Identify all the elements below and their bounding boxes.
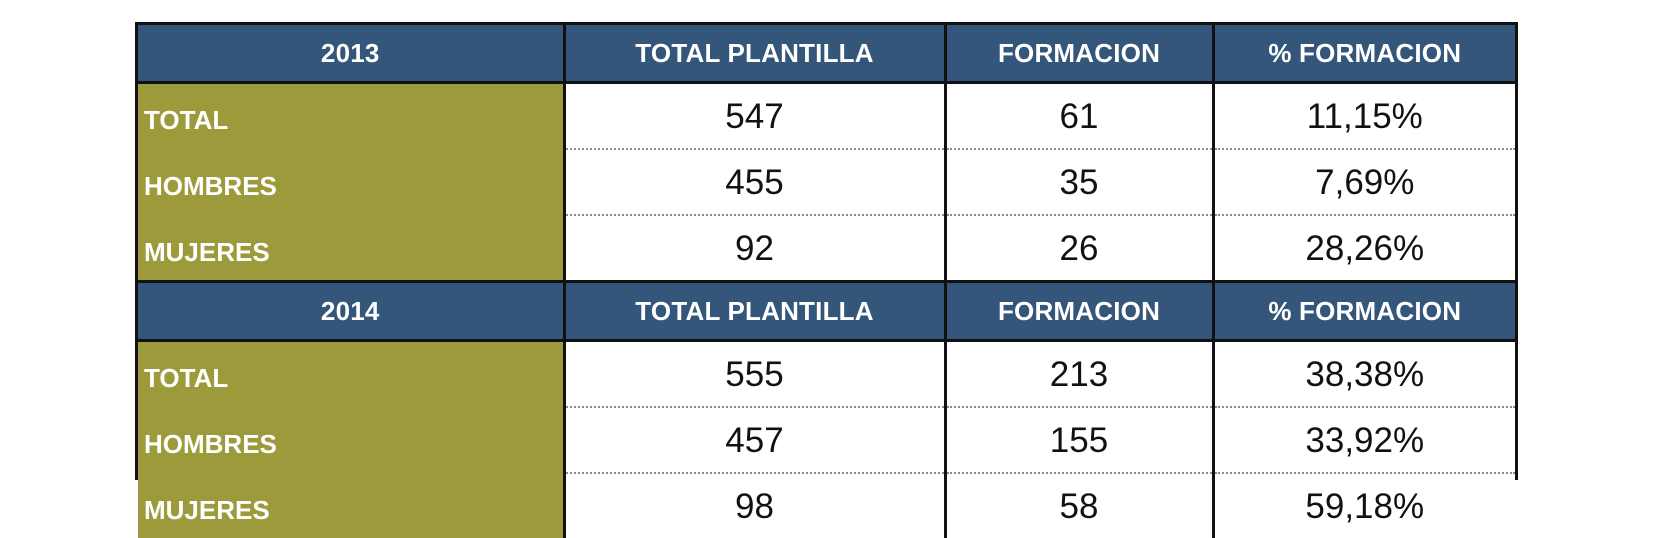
column-header-formacion: FORMACION [943,25,1213,84]
row-label-hombres: HOMBRES [138,149,564,216]
cell-formacion: 155 [943,407,1213,474]
table-row: TOTAL 547 61 11,15% [138,82,1515,150]
header-row-2014: 2014 TOTAL PLANTILLA FORMACION % FORMACI… [138,280,1515,342]
cell-total-plantilla: 555 [562,340,945,408]
table-row: MUJERES 92 26 28,26% [138,215,1515,282]
table-row: TOTAL 555 213 38,38% [138,340,1515,408]
cell-pct-formacion: 33,92% [1211,407,1515,474]
column-header-pct-formacion: % FORMACION [1211,25,1515,84]
row-label-mujeres: MUJERES [138,215,564,282]
row-label-hombres: HOMBRES [138,407,564,474]
cell-pct-formacion: 11,15% [1211,82,1515,150]
year-header: 2013 [138,25,564,84]
cell-total-plantilla: 547 [562,82,945,150]
training-stats-table: 2013 TOTAL PLANTILLA FORMACION % FORMACI… [138,25,1515,538]
cell-formacion: 58 [943,473,1213,538]
table-row: MUJERES 98 58 59,18% [138,473,1515,538]
cell-formacion: 61 [943,82,1213,150]
cell-pct-formacion: 28,26% [1211,215,1515,282]
column-header-formacion: FORMACION [943,280,1213,342]
table-row: HOMBRES 455 35 7,69% [138,149,1515,216]
row-label-total: TOTAL [138,82,564,150]
column-header-total-plantilla: TOTAL PLANTILLA [562,280,945,342]
header-row-2013: 2013 TOTAL PLANTILLA FORMACION % FORMACI… [138,25,1515,84]
cell-total-plantilla: 455 [562,149,945,216]
cell-formacion: 213 [943,340,1213,408]
column-header-total-plantilla: TOTAL PLANTILLA [562,25,945,84]
cell-total-plantilla: 457 [562,407,945,474]
cell-total-plantilla: 98 [562,473,945,538]
cell-pct-formacion: 38,38% [1211,340,1515,408]
row-label-total: TOTAL [138,340,564,408]
training-stats-table-frame: 2013 TOTAL PLANTILLA FORMACION % FORMACI… [135,22,1518,538]
table-row: HOMBRES 457 155 33,92% [138,407,1515,474]
cell-pct-formacion: 59,18% [1211,473,1515,538]
cell-formacion: 35 [943,149,1213,216]
cell-total-plantilla: 92 [562,215,945,282]
column-header-pct-formacion: % FORMACION [1211,280,1515,342]
cell-pct-formacion: 7,69% [1211,149,1515,216]
cell-formacion: 26 [943,215,1213,282]
row-label-mujeres: MUJERES [138,473,564,538]
year-header: 2014 [138,280,564,342]
